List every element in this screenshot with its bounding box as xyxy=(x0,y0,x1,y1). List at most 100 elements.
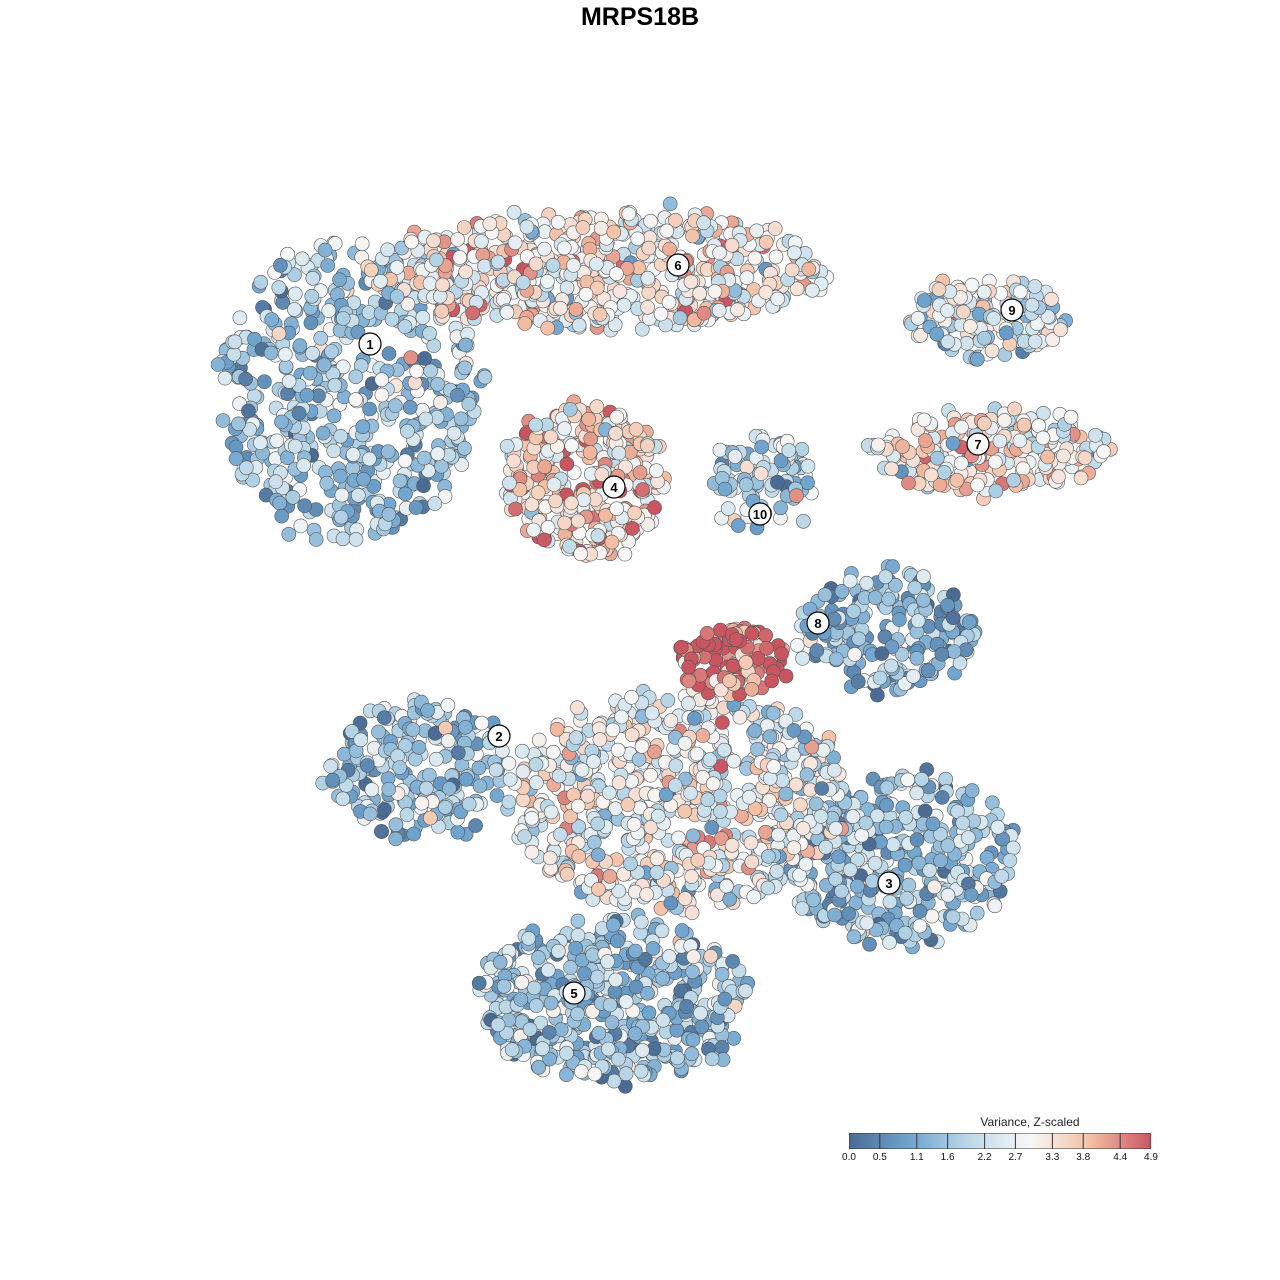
cluster-label-3: 3 xyxy=(877,871,901,895)
cell-point xyxy=(591,1025,607,1041)
cell-point xyxy=(559,1067,574,1082)
cell-point xyxy=(598,508,613,523)
cell-point xyxy=(504,1042,520,1057)
cell-point xyxy=(477,369,493,385)
cell-point xyxy=(927,879,942,895)
cell-point xyxy=(954,419,969,435)
cell-point xyxy=(850,878,865,894)
cell-point xyxy=(918,433,933,448)
cell-point xyxy=(548,493,563,509)
cell-point xyxy=(976,284,992,300)
cell-point xyxy=(519,219,535,235)
cell-point xyxy=(859,915,875,931)
cell-point xyxy=(730,518,746,533)
cluster-label-text: 9 xyxy=(1008,303,1015,318)
cell-point xyxy=(1051,469,1066,484)
cell-point xyxy=(502,475,517,491)
cell-point xyxy=(884,639,900,655)
cell-point xyxy=(293,518,309,534)
cell-point xyxy=(474,234,489,249)
cell-point xyxy=(571,849,587,864)
cell-point xyxy=(296,458,312,473)
cell-point xyxy=(398,486,413,502)
cell-point xyxy=(683,274,699,290)
cell-point xyxy=(898,810,914,825)
cell-point xyxy=(707,284,723,299)
cell-point xyxy=(535,1041,550,1056)
cell-point xyxy=(434,303,450,319)
cell-point xyxy=(280,386,295,402)
cell-point xyxy=(366,479,382,494)
cell-point xyxy=(404,234,419,250)
cell-point xyxy=(571,819,587,835)
cell-point xyxy=(639,887,655,902)
cell-point xyxy=(789,488,804,503)
cell-point xyxy=(543,804,559,820)
cell-point xyxy=(308,532,324,547)
cell-point xyxy=(502,772,518,787)
cell-point xyxy=(800,475,815,491)
cell-point xyxy=(392,473,408,489)
cell-point xyxy=(232,310,248,326)
cell-point xyxy=(649,463,664,479)
cell-point xyxy=(437,489,453,504)
cell-point xyxy=(581,411,597,427)
cell-point xyxy=(817,587,833,603)
cell-point xyxy=(457,440,472,456)
cell-point xyxy=(870,687,885,703)
cell-point xyxy=(999,325,1014,341)
cell-point xyxy=(635,482,650,497)
cell-point xyxy=(514,975,530,990)
cell-point xyxy=(433,395,448,410)
cell-point xyxy=(499,438,515,454)
cell-point xyxy=(869,808,885,824)
cell-point xyxy=(405,722,421,737)
cell-point xyxy=(590,847,606,863)
cell-point xyxy=(348,392,364,407)
cell-point xyxy=(553,1022,569,1037)
cell-point xyxy=(669,1050,685,1066)
cell-point xyxy=(964,783,980,798)
cell-point xyxy=(647,744,662,760)
cell-point xyxy=(471,760,487,776)
cell-point xyxy=(650,808,666,824)
cell-point xyxy=(681,673,697,689)
cell-point xyxy=(626,817,642,832)
cell-point xyxy=(753,466,769,481)
cell-point xyxy=(681,696,696,711)
cell-point xyxy=(430,376,446,392)
cell-point xyxy=(673,983,689,999)
cell-point xyxy=(990,819,1006,835)
cell-point xyxy=(641,1005,657,1021)
cell-point xyxy=(749,223,765,239)
cell-point xyxy=(264,312,280,327)
cell-point xyxy=(690,852,706,868)
cell-point xyxy=(458,337,473,353)
cell-point xyxy=(795,821,811,836)
cell-point xyxy=(257,374,272,390)
cell-point xyxy=(334,487,350,503)
cell-point xyxy=(910,310,926,326)
cell-point xyxy=(987,898,1003,914)
cell-point xyxy=(662,196,678,212)
cell-point xyxy=(287,286,303,302)
cell-point xyxy=(758,824,773,840)
cell-point xyxy=(804,739,820,755)
cell-point xyxy=(732,709,748,725)
cell-point xyxy=(428,252,444,268)
cell-point xyxy=(492,954,508,970)
cell-point xyxy=(570,1006,585,1022)
cell-point xyxy=(797,729,812,745)
cell-point xyxy=(528,998,544,1013)
cell-point xyxy=(909,785,925,801)
cell-point xyxy=(551,768,567,784)
cell-point xyxy=(658,787,674,803)
cell-point xyxy=(794,901,810,916)
cell-point xyxy=(624,727,640,743)
cell-point xyxy=(252,435,268,451)
cell-point xyxy=(907,580,923,596)
cell-point xyxy=(522,1022,538,1037)
cell-point xyxy=(611,775,627,791)
legend-tick-label: 3.8 xyxy=(1076,1152,1091,1163)
cell-point xyxy=(712,788,728,804)
